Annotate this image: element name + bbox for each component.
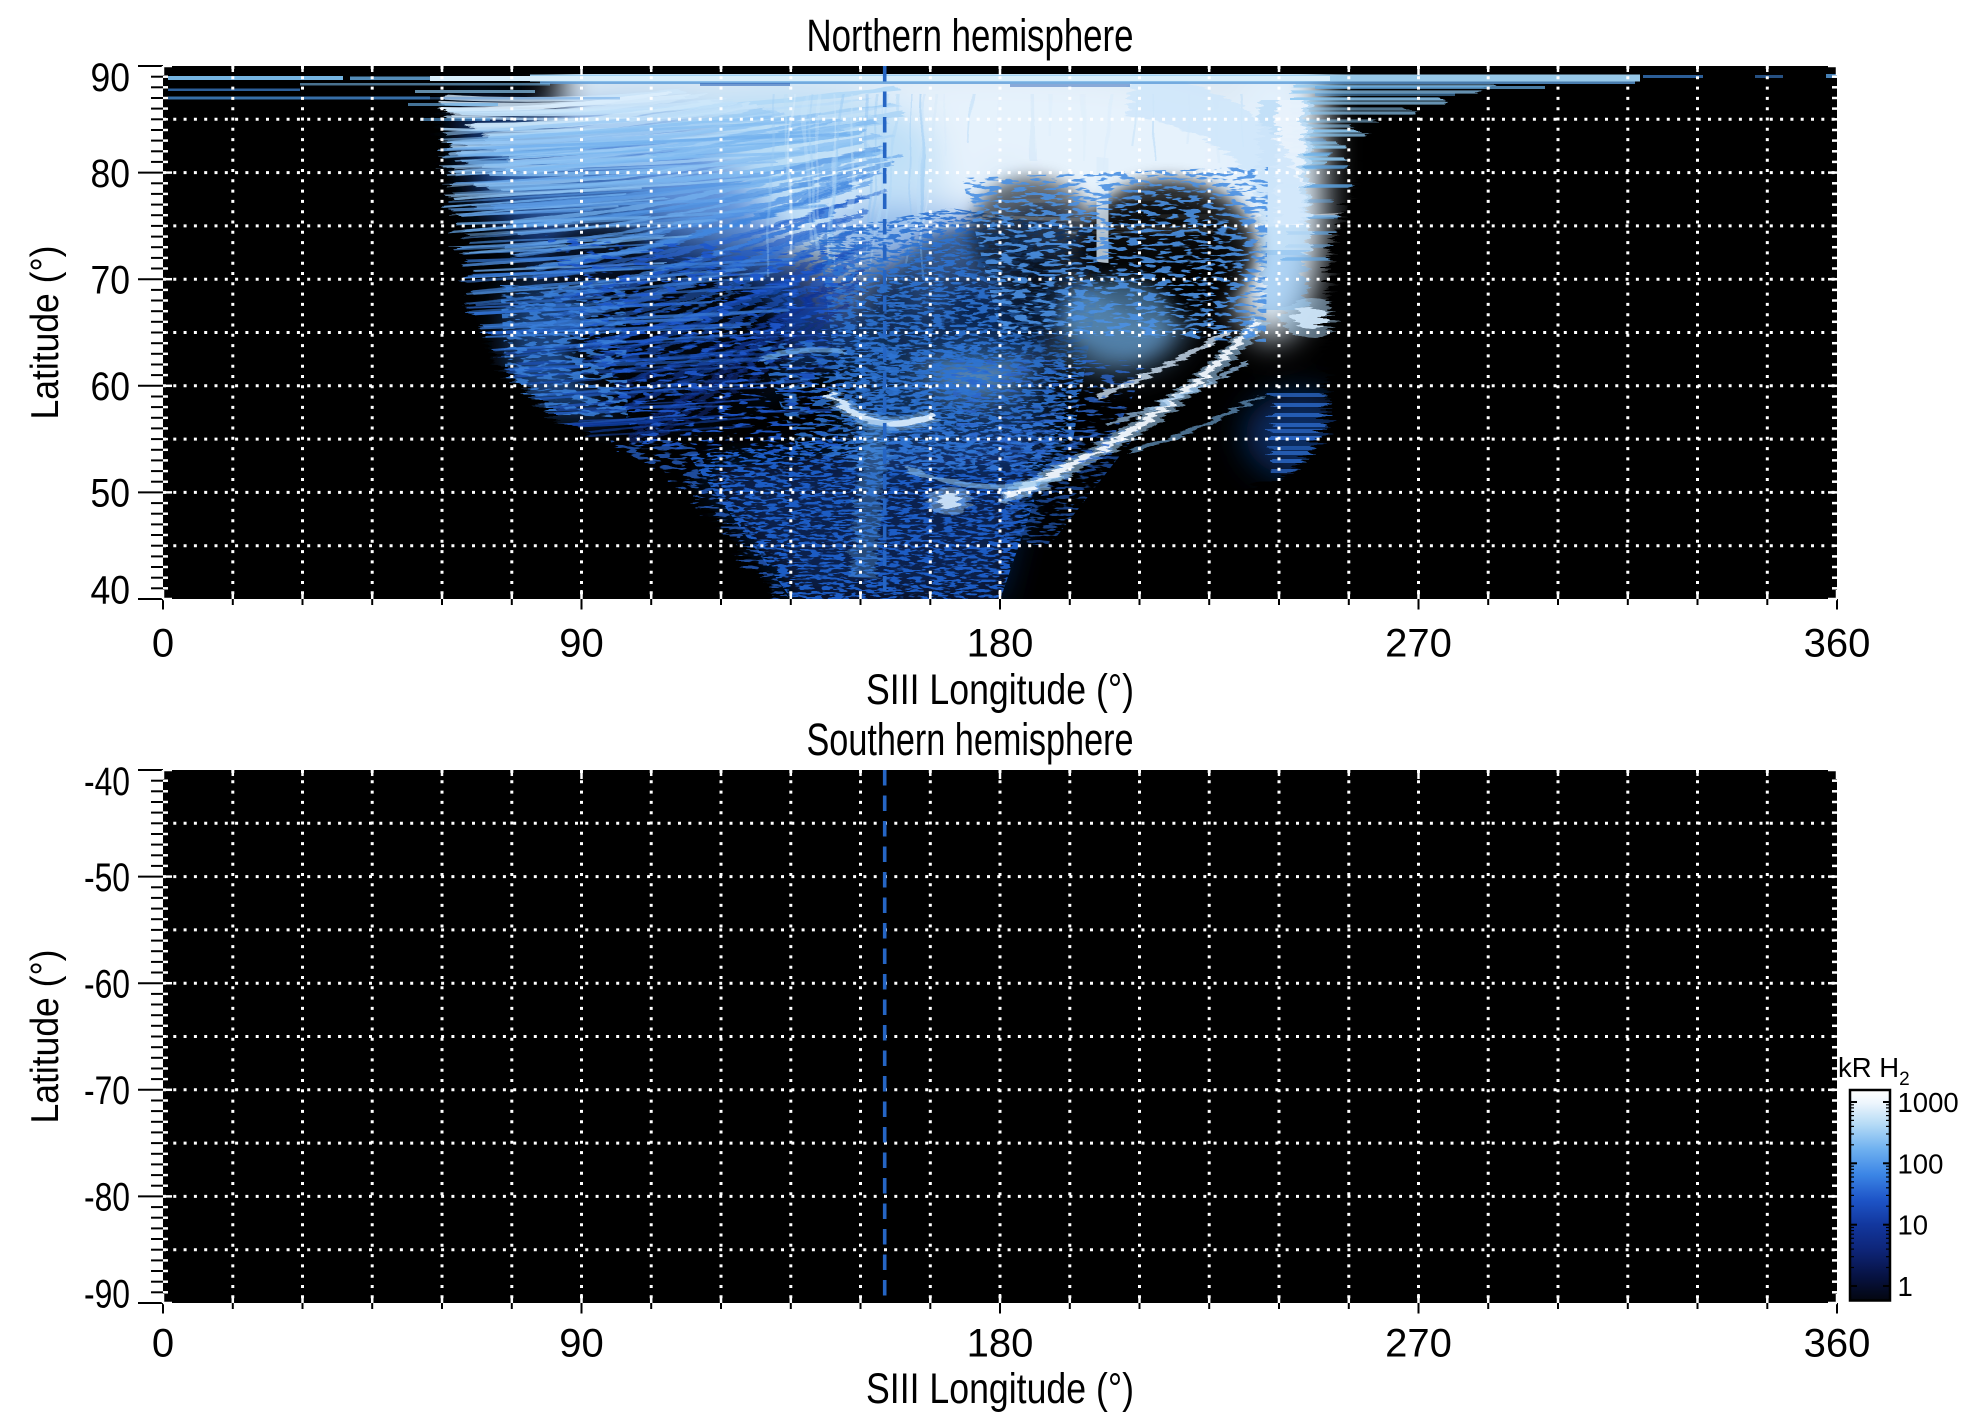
svg-text:10: 10 <box>1898 1210 1929 1241</box>
svg-text:70: 70 <box>91 258 131 302</box>
svg-text:Latitude (°): Latitude (°) <box>24 950 67 1124</box>
svg-text:100: 100 <box>1898 1148 1944 1179</box>
svg-text:360: 360 <box>1804 622 1871 666</box>
svg-text:1000: 1000 <box>1898 1087 1959 1118</box>
svg-text:-70: -70 <box>84 1069 130 1113</box>
svg-text:SIII Longitude (°): SIII Longitude (°) <box>866 666 1134 714</box>
svg-text:40: 40 <box>91 569 131 613</box>
svg-text:80: 80 <box>91 152 131 196</box>
svg-text:180: 180 <box>967 622 1034 666</box>
svg-text:-40: -40 <box>84 760 130 804</box>
svg-text:180: 180 <box>967 1322 1034 1366</box>
svg-text:Southern hemisphere: Southern hemisphere <box>807 714 1134 765</box>
svg-text:Latitude (°): Latitude (°) <box>24 246 67 420</box>
svg-text:270: 270 <box>1385 1322 1452 1366</box>
svg-text:60: 60 <box>91 365 131 409</box>
svg-text:Northern hemisphere: Northern hemisphere <box>807 10 1134 61</box>
svg-text:-60: -60 <box>84 962 130 1006</box>
svg-text:90: 90 <box>91 56 131 100</box>
svg-text:1: 1 <box>1898 1271 1913 1302</box>
svg-text:90: 90 <box>559 622 604 666</box>
svg-text:270: 270 <box>1385 622 1452 666</box>
svg-text:-50: -50 <box>84 856 130 900</box>
svg-text:-90: -90 <box>84 1273 130 1317</box>
svg-text:90: 90 <box>559 1322 604 1366</box>
svg-text:0: 0 <box>152 622 174 666</box>
svg-text:360: 360 <box>1804 1322 1871 1366</box>
svg-text:0: 0 <box>152 1322 174 1366</box>
svg-text:SIII Longitude (°): SIII Longitude (°) <box>866 1365 1134 1413</box>
svg-text:50: 50 <box>91 472 131 516</box>
svg-text:-80: -80 <box>84 1176 130 1220</box>
